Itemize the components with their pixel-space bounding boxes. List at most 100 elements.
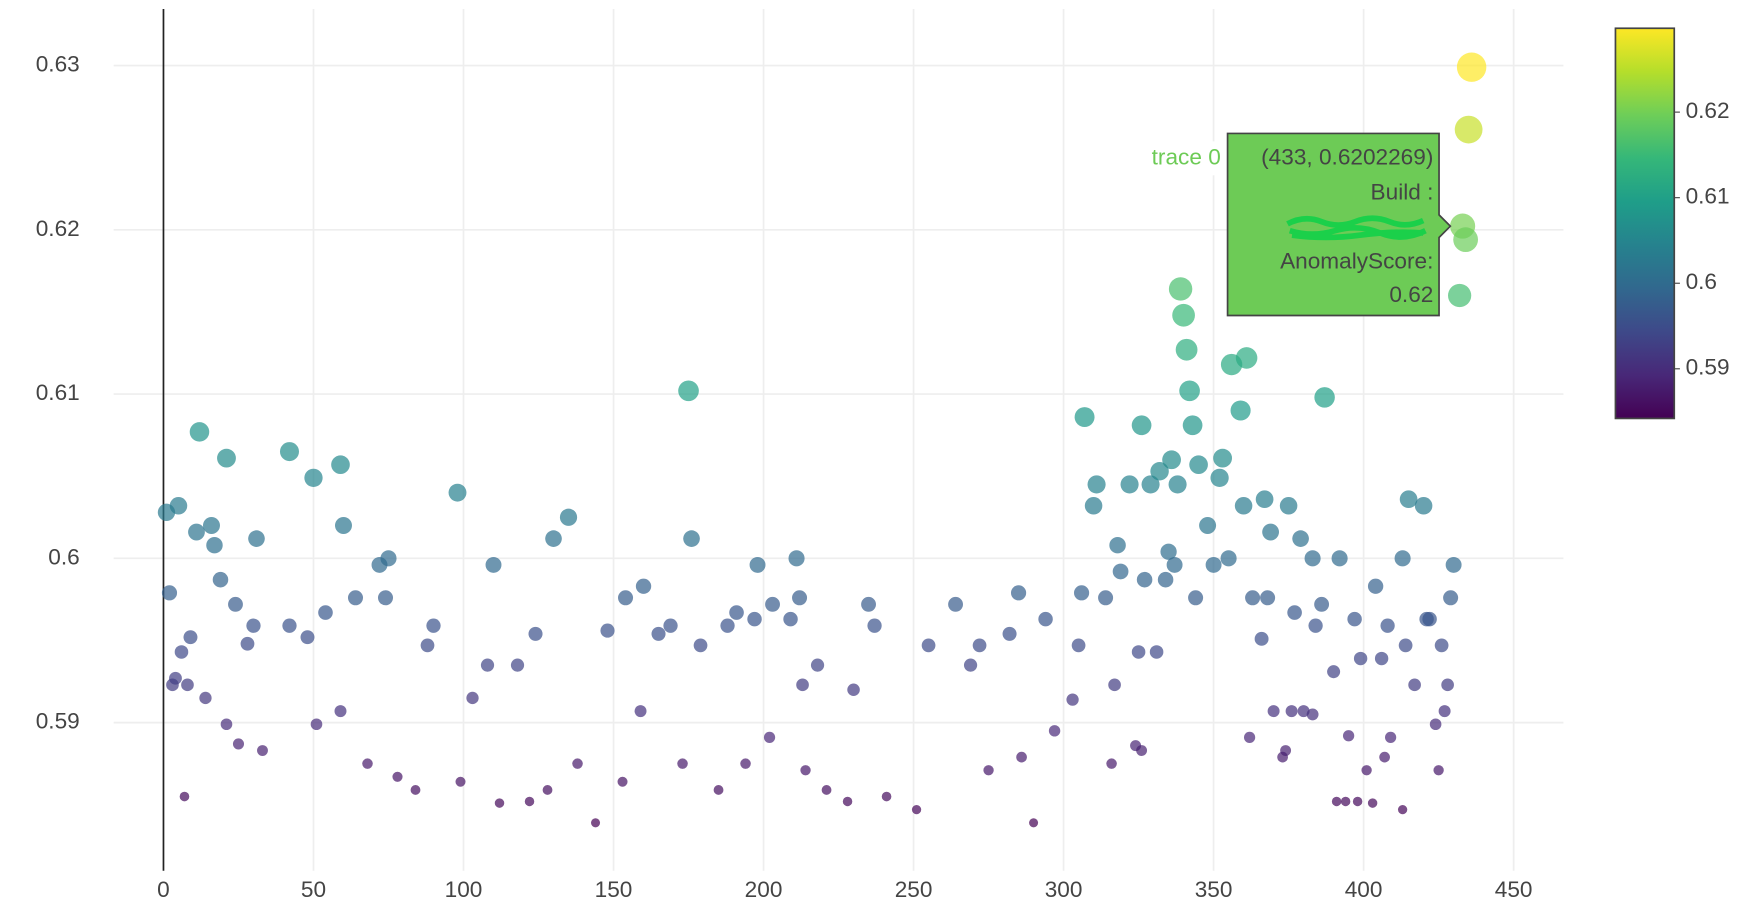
point [1280, 745, 1292, 756]
x-tick-label: 300 [1045, 877, 1083, 902]
point [572, 758, 583, 769]
tooltip-label-bg [1134, 141, 1228, 176]
point [542, 785, 553, 795]
point [1441, 678, 1454, 692]
point [1353, 651, 1368, 666]
point [1182, 415, 1203, 436]
point [1112, 563, 1129, 580]
point [1304, 550, 1321, 567]
point [1384, 731, 1397, 744]
tooltip-line: Build : [1371, 179, 1434, 204]
point [1297, 705, 1310, 718]
x-tick-label: 400 [1345, 877, 1383, 902]
point [1002, 626, 1017, 641]
point [765, 596, 780, 612]
point [1342, 730, 1355, 742]
point [257, 745, 268, 756]
point [1010, 585, 1027, 601]
point [545, 530, 562, 547]
point [1172, 303, 1195, 327]
point [1141, 475, 1160, 494]
point [1168, 475, 1187, 494]
point [1254, 631, 1269, 646]
point [217, 448, 236, 468]
point [179, 791, 190, 802]
point [202, 516, 220, 534]
point [1149, 645, 1164, 659]
point [634, 705, 647, 718]
point [1189, 455, 1208, 475]
point [410, 785, 421, 795]
point [1199, 516, 1217, 534]
point [1443, 590, 1459, 606]
point [1292, 530, 1309, 547]
tooltip-line: AnomalyScore: [1280, 248, 1433, 273]
colorbar-tick-label: 0.6 [1686, 269, 1717, 294]
colorbar-tick-label: 0.61 [1686, 184, 1730, 209]
point [1367, 578, 1384, 594]
point [1434, 638, 1449, 653]
point [228, 596, 243, 612]
point [921, 638, 936, 653]
point [188, 523, 205, 541]
point [282, 618, 297, 633]
point [1267, 705, 1280, 718]
point [206, 536, 223, 554]
point [161, 585, 178, 601]
point [1445, 556, 1462, 573]
point [1408, 678, 1421, 692]
point [1235, 347, 1258, 369]
point [796, 678, 809, 692]
point [983, 765, 994, 776]
point [181, 678, 194, 692]
point [911, 805, 922, 815]
point [1279, 497, 1298, 515]
point [1087, 475, 1106, 494]
point [635, 578, 652, 594]
point [1399, 490, 1418, 509]
point [220, 718, 233, 731]
point [1038, 611, 1053, 627]
redaction-scribble [1286, 215, 1427, 241]
point [618, 590, 634, 606]
point [788, 550, 805, 567]
point [1106, 758, 1117, 769]
hover-tooltip: trace 0 (433, 0.6202269) Build : Anomaly… [1134, 132, 1452, 317]
point [480, 658, 495, 672]
point [1243, 731, 1256, 744]
point [1361, 765, 1372, 776]
point [683, 530, 700, 547]
point [524, 796, 535, 807]
point [1397, 805, 1408, 815]
point [881, 791, 892, 802]
point [948, 596, 963, 612]
point [331, 455, 350, 475]
point [1074, 407, 1095, 428]
point [300, 630, 315, 645]
point [1048, 725, 1061, 737]
x-tick-label: 200 [745, 877, 783, 902]
point [199, 691, 212, 705]
point [677, 758, 688, 769]
point [1210, 468, 1229, 487]
point [377, 590, 394, 606]
point [310, 718, 323, 731]
point [1162, 450, 1181, 470]
point [1150, 462, 1169, 481]
point [510, 658, 525, 672]
point [426, 618, 441, 633]
point [240, 636, 255, 651]
point [174, 645, 189, 659]
point [1262, 523, 1280, 541]
point [1347, 611, 1362, 627]
x-tick-label: 350 [1195, 877, 1233, 902]
point [212, 571, 229, 588]
x-tick-label: 50 [301, 877, 326, 902]
point [1314, 387, 1335, 408]
point [1374, 651, 1389, 666]
point [1098, 590, 1114, 606]
point [1314, 596, 1330, 612]
point [1429, 718, 1442, 731]
point [1213, 448, 1233, 468]
